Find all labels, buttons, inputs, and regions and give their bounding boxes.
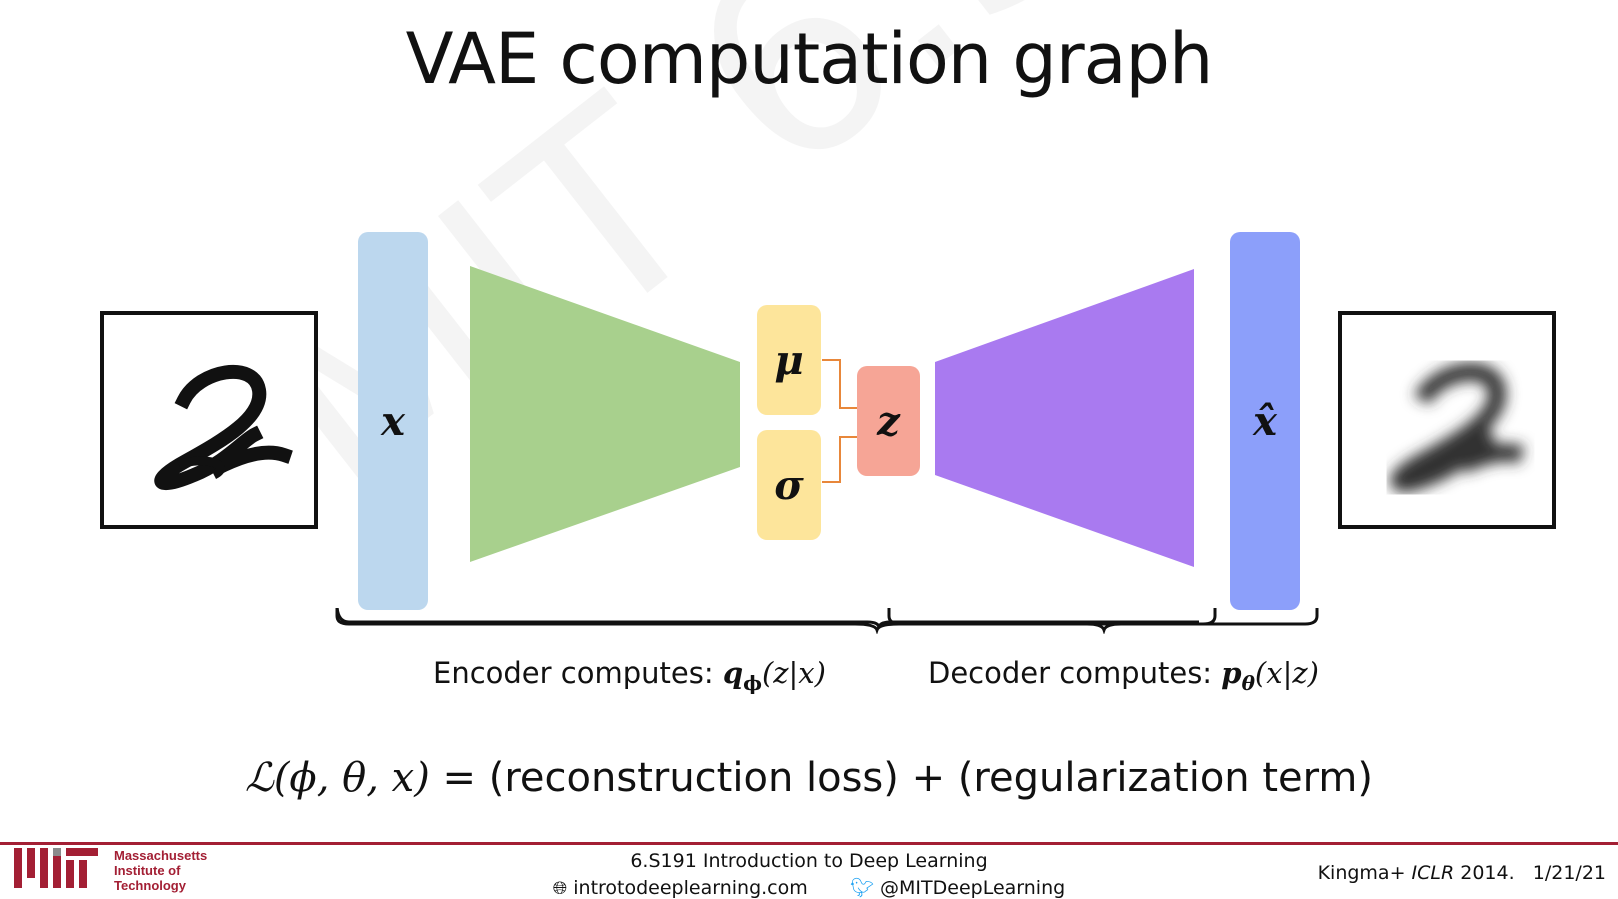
decoder-theta: θ [1241,670,1255,695]
mit-line2: Institute of [114,863,181,878]
latent-z-block: z [857,366,920,476]
twitter-bird-icon: 🐦︎ [849,877,874,899]
loss-rhs: = (reconstruction loss) + (regularizatio… [429,755,1373,801]
decoder-brace [887,608,1319,634]
encoder-trapezoid [470,266,740,562]
sigma-block: σ [757,430,821,540]
decoder-p: p [1221,656,1242,690]
footer-divider [0,842,1618,845]
output-xhat-block: x̂ [1230,232,1300,610]
mu-label: μ [774,336,804,384]
twitter-handle[interactable]: @MITDeepLearning [880,877,1066,899]
decoder-args: (x|z) [1254,656,1319,690]
course-title: 6.S191 Introduction to Deep Learning [630,850,988,872]
decoder-trapezoid [935,269,1194,567]
decoder-label: Decoder computes: pθ(x|z) [928,656,1319,695]
mit-line3: Technology [114,878,186,893]
mit-line1: Massachusetts [114,848,208,863]
footer-center: 6.S191 Introduction to Deep Learning 🌐︎ … [0,850,1618,899]
reconstructed-image [1338,311,1556,529]
reconstructed-digit-drawing [1390,363,1525,493]
encoder-args: (z|x) [761,656,826,690]
sigma-label: σ [774,461,804,509]
loss-equation: ℒ(ϕ, θ, x) = (reconstruction loss) + (re… [0,755,1618,801]
encoder-q: q [722,656,744,690]
encoder-phi: ϕ [743,670,762,695]
input-x-block: x [358,232,428,610]
input-image [100,311,318,529]
citation-venue: ICLR [1411,862,1455,884]
slide-title: VAE computation graph [405,18,1214,100]
mit-wordmark: Massachusetts Institute of Technology [114,848,207,893]
decoder-label-text: Decoder computes: [928,656,1222,690]
citation-author: Kingma+ [1317,862,1412,884]
encoder-label: Encoder computes: qϕ(z|x) [433,656,826,695]
loss-lhs: ℒ(ϕ, θ, x) [245,755,430,801]
globe-icon: 🌐︎ [552,878,568,899]
encoder-label-text: Encoder computes: [433,656,723,690]
website-link[interactable]: introtodeeplearning.com [573,877,808,899]
footer-links: 🌐︎ introtodeeplearning.com 🐦︎ @MITDeepLe… [0,876,1618,899]
mit-logo-icon [14,848,98,888]
citation-year-date: 2014. 1/21/21 [1454,862,1606,884]
xhat-label: x̂ [1253,397,1277,445]
mu-block: μ [757,305,821,415]
citation: Kingma+ ICLR 2014. 1/21/21 [1318,862,1606,884]
input-digit-drawing [154,365,293,491]
z-label: z [877,397,900,445]
x-label: x [381,397,405,445]
